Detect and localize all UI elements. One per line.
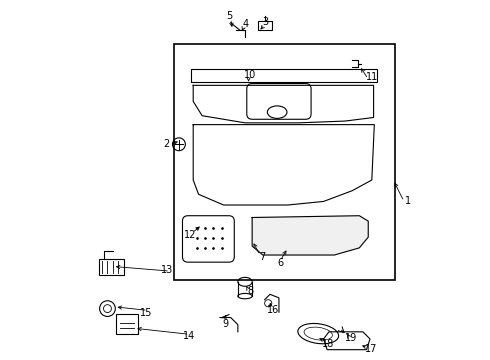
Text: 3: 3 xyxy=(263,17,269,27)
Bar xyxy=(173,44,395,280)
Text: 9: 9 xyxy=(222,319,228,329)
Text: 18: 18 xyxy=(322,339,334,348)
Text: 17: 17 xyxy=(365,344,377,354)
Text: 14: 14 xyxy=(183,332,195,342)
Polygon shape xyxy=(252,216,368,255)
Text: 16: 16 xyxy=(267,305,279,315)
Text: 12: 12 xyxy=(184,230,196,240)
Bar xyxy=(117,314,138,334)
Text: 10: 10 xyxy=(244,69,256,80)
Text: 6: 6 xyxy=(278,258,284,268)
Text: 1: 1 xyxy=(404,197,411,206)
Text: 19: 19 xyxy=(345,333,357,343)
Text: 13: 13 xyxy=(161,265,173,275)
Text: 4: 4 xyxy=(243,18,249,28)
Bar xyxy=(192,69,377,82)
Text: 15: 15 xyxy=(140,308,152,318)
Bar xyxy=(98,258,123,275)
Text: 2: 2 xyxy=(163,139,170,149)
Bar xyxy=(258,21,272,30)
Text: 11: 11 xyxy=(366,72,378,82)
Text: 8: 8 xyxy=(247,287,253,296)
Text: 7: 7 xyxy=(259,252,265,262)
Text: 5: 5 xyxy=(226,12,233,21)
